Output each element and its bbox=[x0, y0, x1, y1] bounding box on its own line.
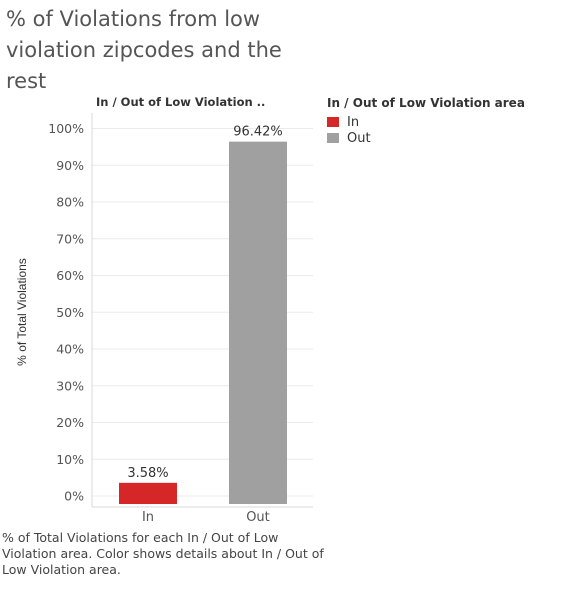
chart-caption: % of Total Violations for each In / Out … bbox=[2, 530, 324, 577]
legend-title: In / Out of Low Violation area bbox=[327, 96, 525, 110]
y-tick-label: 30% bbox=[56, 378, 84, 393]
x-tick-label-out: Out bbox=[246, 510, 270, 525]
legend-swatch-out bbox=[327, 133, 339, 143]
chart-title: % of Violations from low violation zipco… bbox=[6, 7, 282, 93]
column-header: In / Out of Low Violation .. bbox=[96, 95, 266, 109]
y-tick-label: 0% bbox=[64, 489, 84, 504]
bar-in bbox=[119, 482, 177, 504]
y-tick-label: 40% bbox=[56, 342, 84, 357]
y-tick-label: 70% bbox=[56, 231, 84, 246]
legend-swatch-in bbox=[327, 117, 339, 127]
data-label-in: 3.58% bbox=[127, 466, 168, 481]
data-label-out: 96.42% bbox=[233, 125, 283, 140]
y-tick-label: 10% bbox=[56, 452, 84, 467]
legend: In / Out of Low Violation area In Out bbox=[327, 96, 525, 146]
y-tick-label: 90% bbox=[56, 158, 84, 173]
y-tick-label: 20% bbox=[56, 415, 84, 430]
y-tick-label: 50% bbox=[56, 305, 84, 320]
legend-label-out: Out bbox=[347, 130, 371, 146]
y-tick-label: 100% bbox=[48, 121, 84, 136]
y-tick-label: 60% bbox=[56, 268, 84, 283]
x-tick-label-in: In bbox=[142, 510, 154, 525]
bar-out bbox=[229, 141, 287, 504]
legend-item-out[interactable]: Out bbox=[327, 130, 525, 146]
legend-label-in: In bbox=[347, 114, 360, 130]
legend-item-in[interactable]: In bbox=[327, 114, 525, 130]
y-tick-label: 80% bbox=[56, 195, 84, 210]
